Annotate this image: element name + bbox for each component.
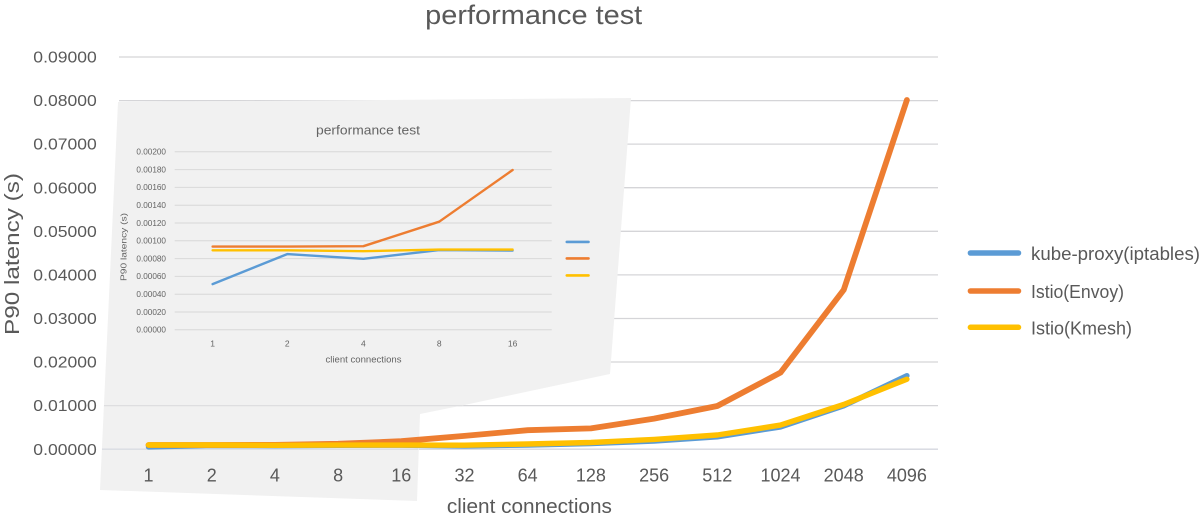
svg-text:0.00100: 0.00100 bbox=[136, 237, 166, 246]
svg-text:client connections: client connections bbox=[447, 496, 612, 518]
svg-text:128: 128 bbox=[576, 466, 606, 486]
svg-text:P90 latency (s): P90 latency (s) bbox=[2, 173, 24, 335]
svg-text:4: 4 bbox=[270, 466, 280, 486]
svg-text:32: 32 bbox=[454, 466, 474, 486]
svg-text:0.02000: 0.02000 bbox=[33, 355, 97, 372]
svg-text:kube-proxy(iptables): kube-proxy(iptables) bbox=[1031, 244, 1200, 264]
svg-text:16: 16 bbox=[508, 339, 518, 349]
svg-text:8: 8 bbox=[333, 466, 343, 486]
svg-text:client connections: client connections bbox=[326, 355, 402, 366]
svg-text:0.00120: 0.00120 bbox=[136, 219, 166, 228]
svg-text:P90 latency (s): P90 latency (s) bbox=[119, 213, 129, 281]
svg-text:0.01000: 0.01000 bbox=[33, 398, 97, 415]
svg-text:0.00140: 0.00140 bbox=[136, 201, 166, 210]
svg-text:0.04000: 0.04000 bbox=[33, 268, 97, 285]
svg-text:4: 4 bbox=[361, 339, 366, 349]
svg-text:0.00040: 0.00040 bbox=[136, 290, 166, 299]
svg-text:16: 16 bbox=[391, 466, 411, 486]
svg-text:0.06000: 0.06000 bbox=[33, 180, 97, 197]
svg-text:0.09000: 0.09000 bbox=[33, 50, 97, 67]
svg-text:512: 512 bbox=[702, 466, 732, 486]
svg-text:8: 8 bbox=[437, 339, 442, 349]
svg-text:0.00160: 0.00160 bbox=[136, 183, 166, 192]
svg-text:performance test: performance test bbox=[316, 123, 420, 138]
svg-text:0.08000: 0.08000 bbox=[33, 93, 97, 110]
svg-text:0.00200: 0.00200 bbox=[136, 148, 166, 157]
svg-text:0.00180: 0.00180 bbox=[136, 165, 166, 174]
svg-text:256: 256 bbox=[639, 466, 669, 486]
svg-text:0.07000: 0.07000 bbox=[33, 137, 97, 154]
svg-text:4096: 4096 bbox=[887, 466, 927, 486]
svg-text:0.00020: 0.00020 bbox=[136, 308, 166, 317]
svg-text:0.00000: 0.00000 bbox=[136, 326, 166, 335]
svg-text:2: 2 bbox=[285, 339, 290, 349]
svg-text:2048: 2048 bbox=[824, 466, 864, 486]
svg-text:performance test: performance test bbox=[425, 0, 643, 30]
svg-text:0.00000: 0.00000 bbox=[33, 442, 97, 459]
svg-text:Istio(Kmesh): Istio(Kmesh) bbox=[1031, 318, 1132, 338]
svg-text:2: 2 bbox=[207, 466, 217, 486]
svg-text:1: 1 bbox=[143, 466, 153, 486]
svg-text:Istio(Envoy): Istio(Envoy) bbox=[1031, 282, 1124, 302]
svg-text:0.03000: 0.03000 bbox=[33, 311, 97, 328]
svg-text:1: 1 bbox=[210, 339, 215, 349]
svg-text:0.00080: 0.00080 bbox=[136, 254, 166, 263]
svg-text:0.00060: 0.00060 bbox=[136, 272, 166, 281]
svg-text:1024: 1024 bbox=[760, 466, 800, 486]
svg-text:64: 64 bbox=[518, 466, 538, 486]
svg-text:0.05000: 0.05000 bbox=[33, 224, 97, 241]
